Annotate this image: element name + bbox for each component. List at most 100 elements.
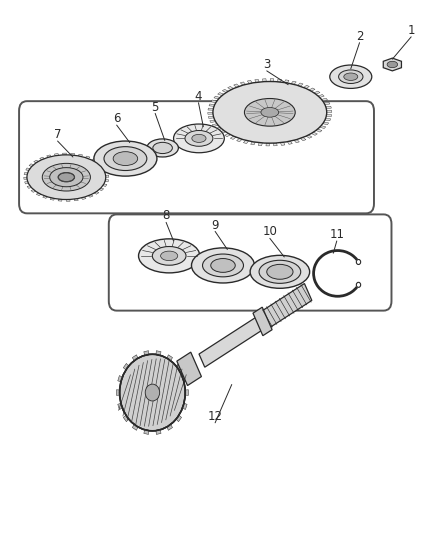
Ellipse shape: [49, 167, 83, 187]
Polygon shape: [97, 162, 102, 165]
Polygon shape: [254, 79, 258, 83]
Polygon shape: [185, 390, 188, 395]
Polygon shape: [166, 424, 172, 430]
Polygon shape: [50, 198, 54, 200]
Polygon shape: [81, 197, 86, 199]
Polygon shape: [58, 199, 62, 201]
Ellipse shape: [58, 173, 74, 181]
Ellipse shape: [104, 147, 146, 171]
Ellipse shape: [191, 134, 205, 142]
Polygon shape: [74, 199, 78, 201]
Ellipse shape: [160, 251, 177, 261]
Polygon shape: [247, 80, 252, 84]
Polygon shape: [250, 142, 255, 145]
Polygon shape: [101, 166, 106, 168]
Polygon shape: [105, 180, 108, 182]
Ellipse shape: [173, 124, 224, 153]
Polygon shape: [322, 122, 328, 125]
Polygon shape: [123, 364, 128, 370]
Polygon shape: [123, 415, 128, 422]
Polygon shape: [208, 104, 214, 107]
Text: 7: 7: [54, 128, 61, 141]
Polygon shape: [290, 81, 296, 84]
Polygon shape: [42, 196, 47, 198]
Polygon shape: [326, 110, 331, 112]
Ellipse shape: [210, 259, 235, 272]
Polygon shape: [325, 115, 331, 117]
Polygon shape: [265, 143, 269, 146]
Ellipse shape: [94, 141, 156, 176]
Text: 9: 9: [211, 219, 219, 231]
Ellipse shape: [191, 248, 254, 283]
Text: 3: 3: [262, 58, 270, 71]
Polygon shape: [27, 185, 32, 188]
FancyBboxPatch shape: [109, 214, 391, 311]
Polygon shape: [104, 171, 108, 173]
Text: 6: 6: [113, 112, 120, 125]
Text: 1: 1: [406, 24, 414, 37]
Polygon shape: [209, 120, 215, 123]
Polygon shape: [311, 132, 317, 135]
Polygon shape: [325, 106, 331, 109]
Polygon shape: [284, 80, 288, 83]
Polygon shape: [217, 93, 223, 95]
Polygon shape: [277, 79, 281, 82]
Ellipse shape: [250, 255, 309, 288]
Polygon shape: [207, 112, 212, 114]
Polygon shape: [176, 415, 181, 422]
Ellipse shape: [258, 260, 300, 284]
Polygon shape: [132, 355, 138, 361]
Ellipse shape: [145, 384, 159, 401]
Ellipse shape: [42, 164, 90, 191]
Text: 8: 8: [162, 209, 170, 222]
Polygon shape: [280, 142, 284, 146]
Polygon shape: [176, 364, 181, 370]
Polygon shape: [240, 82, 245, 85]
Ellipse shape: [184, 131, 212, 146]
Text: 2: 2: [355, 30, 363, 43]
FancyBboxPatch shape: [19, 101, 373, 213]
Polygon shape: [213, 96, 219, 99]
Polygon shape: [25, 182, 28, 184]
Polygon shape: [258, 143, 262, 146]
Polygon shape: [78, 154, 82, 157]
Polygon shape: [102, 184, 107, 187]
Polygon shape: [116, 390, 120, 395]
Polygon shape: [155, 430, 161, 434]
Polygon shape: [222, 90, 228, 93]
Polygon shape: [303, 85, 309, 88]
Polygon shape: [144, 351, 148, 356]
Polygon shape: [305, 135, 311, 138]
Polygon shape: [26, 168, 30, 171]
Polygon shape: [99, 188, 103, 191]
Polygon shape: [308, 88, 314, 91]
Polygon shape: [233, 84, 239, 87]
Polygon shape: [132, 424, 138, 430]
Ellipse shape: [113, 152, 138, 165]
Ellipse shape: [386, 61, 397, 68]
Ellipse shape: [119, 354, 185, 431]
Polygon shape: [31, 190, 35, 192]
Text: 11: 11: [328, 228, 343, 241]
Polygon shape: [300, 138, 305, 141]
Polygon shape: [313, 91, 319, 94]
Polygon shape: [85, 156, 90, 159]
Polygon shape: [117, 403, 122, 409]
Ellipse shape: [152, 246, 186, 265]
Polygon shape: [227, 86, 233, 90]
Polygon shape: [212, 124, 218, 126]
Polygon shape: [262, 79, 265, 82]
Text: 5: 5: [151, 101, 159, 114]
Polygon shape: [144, 430, 148, 434]
Polygon shape: [88, 195, 93, 197]
Ellipse shape: [260, 108, 278, 117]
Ellipse shape: [58, 172, 74, 182]
Polygon shape: [71, 153, 74, 155]
Polygon shape: [29, 164, 34, 166]
Polygon shape: [24, 173, 28, 175]
Polygon shape: [63, 153, 66, 155]
Text: 12: 12: [207, 410, 222, 423]
Polygon shape: [287, 141, 292, 144]
Polygon shape: [219, 131, 225, 134]
Polygon shape: [24, 177, 27, 179]
